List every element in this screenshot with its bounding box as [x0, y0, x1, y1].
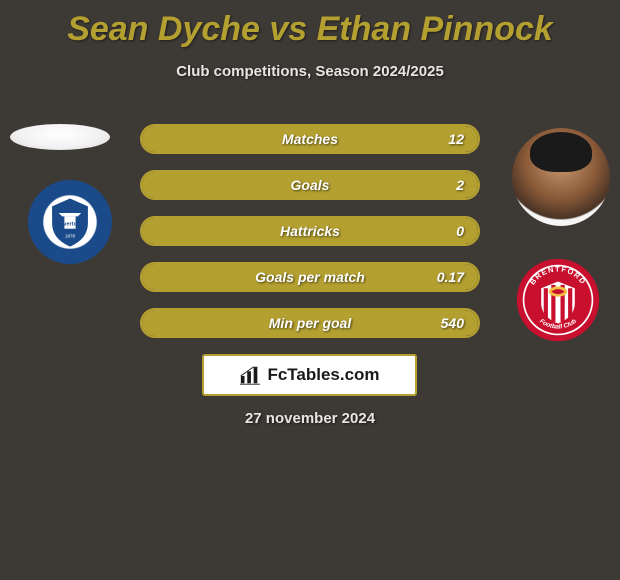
date-text: 27 november 2024	[0, 410, 620, 427]
everton-crest-icon: Everton 1878	[42, 194, 98, 250]
stat-label: Goals per match	[255, 269, 365, 285]
stat-value-right: 0.17	[437, 269, 464, 285]
stat-value-right: 540	[441, 315, 464, 331]
stat-value-right: 12	[448, 131, 464, 147]
stat-label: Hattricks	[280, 223, 340, 239]
stat-row: Goals 2	[140, 170, 480, 200]
stat-row: Min per goal 540	[140, 308, 480, 338]
stat-label: Min per goal	[269, 315, 351, 331]
club-badge-brentford: BRENTFORD Football Club	[516, 258, 600, 342]
stat-label: Goals	[291, 177, 330, 193]
footer-brand-text: FcTables.com	[267, 365, 379, 385]
stats-container: Matches 12 Goals 2 Hattricks 0 Goals per match…	[140, 124, 480, 354]
stat-value-right: 2	[456, 177, 464, 193]
footer-brand-box[interactable]: FcTables.com	[202, 354, 417, 396]
stat-label: Matches	[282, 131, 338, 147]
svg-text:Everton: Everton	[60, 221, 81, 227]
stat-row: Hattricks 0	[140, 216, 480, 246]
svg-text:1878: 1878	[65, 234, 75, 239]
player-left-avatar	[10, 124, 110, 150]
player-right-avatar	[512, 128, 610, 226]
club-badge-everton: Everton 1878	[28, 180, 112, 264]
page-title: Sean Dyche vs Ethan Pinnock	[0, 0, 620, 49]
stat-row: Goals per match 0.17	[140, 262, 480, 292]
stat-row: Matches 12	[140, 124, 480, 154]
bar-chart-icon	[239, 364, 261, 386]
brentford-crest-icon: BRENTFORD Football Club	[516, 258, 600, 342]
stat-value-right: 0	[456, 223, 464, 239]
subtitle: Club competitions, Season 2024/2025	[0, 63, 620, 80]
